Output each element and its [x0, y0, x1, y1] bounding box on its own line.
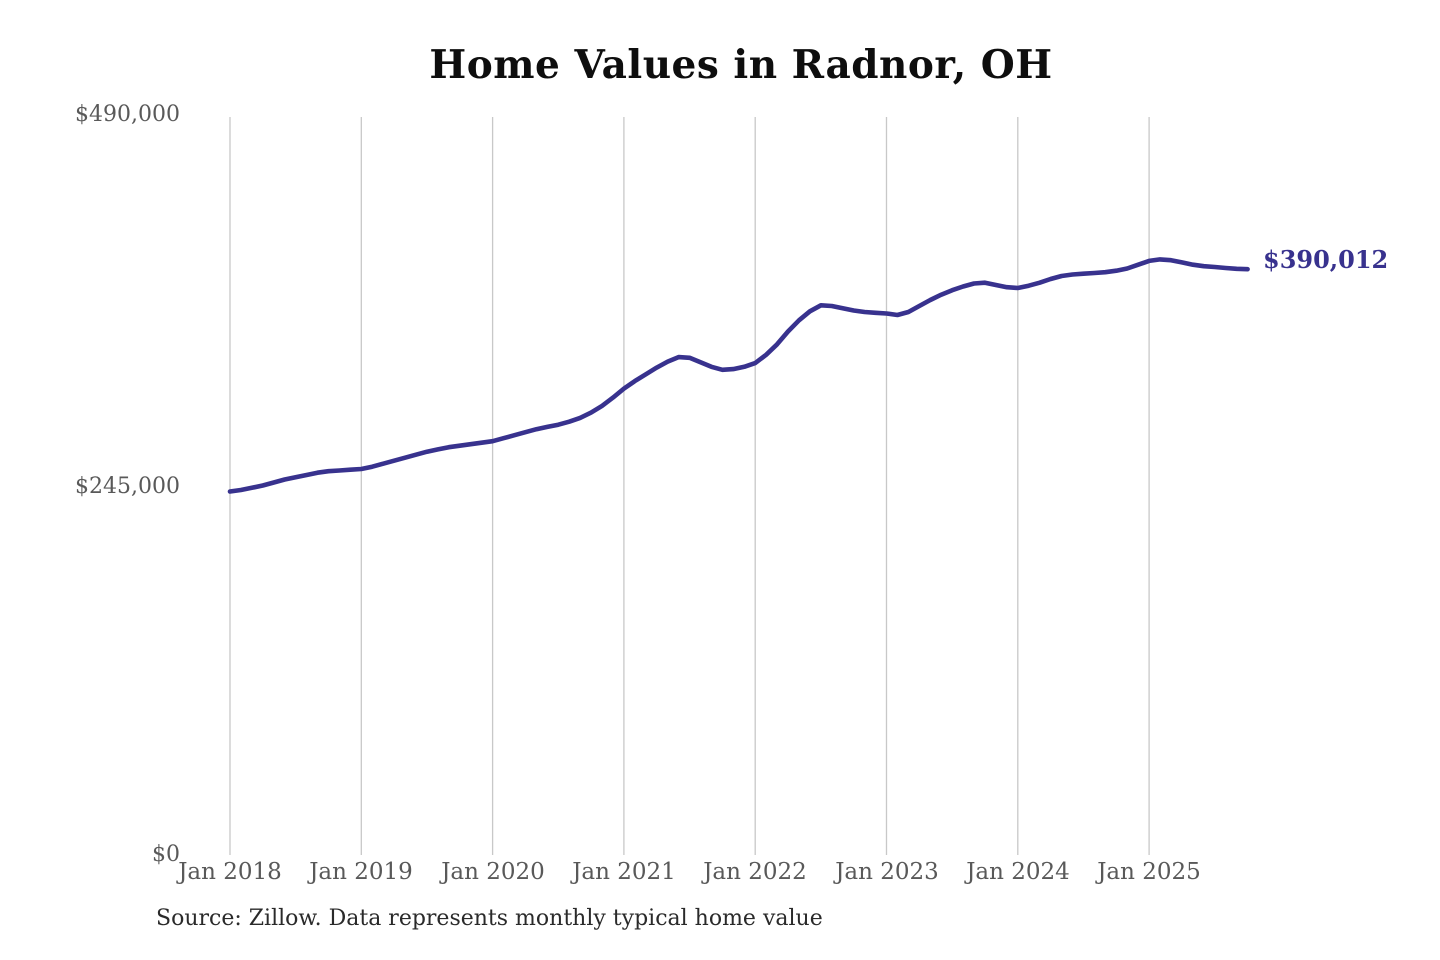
x-axis-tick-jan-2023: Jan 2023	[835, 859, 939, 885]
y-axis-tick-490000: $490,000	[75, 102, 180, 127]
x-axis-tick-jan-2020: Jan 2020	[441, 859, 545, 885]
y-axis-tick-245000: $245,000	[75, 474, 180, 499]
y-axis-tick-0: $0	[152, 842, 180, 867]
chart-title: Home Values in Radnor, OH	[429, 42, 1053, 88]
x-axis-tick-jan-2018: Jan 2018	[178, 859, 282, 885]
source-attribution: Source: Zillow. Data represents monthly …	[156, 906, 823, 931]
x-axis-tick-jan-2022: Jan 2022	[703, 859, 807, 885]
x-axis-tick-jan-2024: Jan 2024	[966, 859, 1070, 885]
x-axis-tick-jan-2019: Jan 2019	[309, 859, 413, 885]
vertical-gridlines	[229, 117, 1150, 855]
home-value-series-line	[227, 257, 1250, 494]
x-axis-tick-jan-2021: Jan 2021	[572, 859, 676, 885]
current-value-label: $390,012	[1263, 245, 1389, 274]
x-axis-tick-jan-2025: Jan 2025	[1097, 859, 1201, 885]
